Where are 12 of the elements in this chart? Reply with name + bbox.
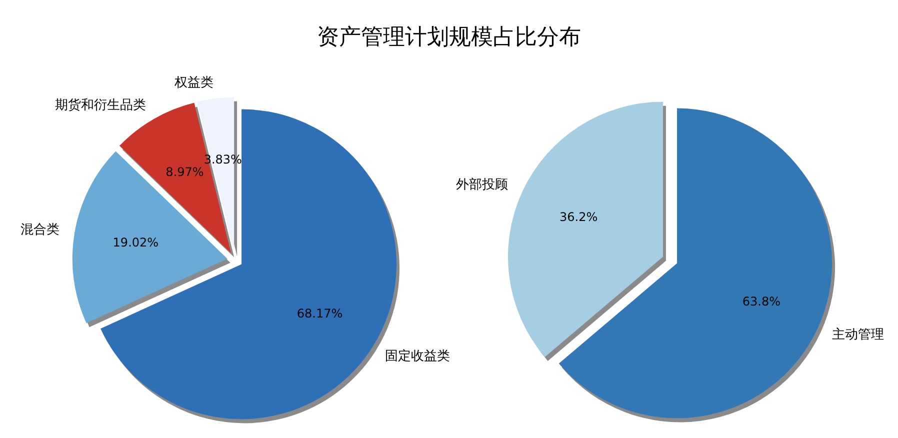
slice-label: 权益类 bbox=[174, 76, 214, 91]
data-label: 19.02% bbox=[112, 235, 159, 250]
slice-label: 混合类 bbox=[20, 222, 60, 238]
chart-title: 资产管理计划规模占比分布 bbox=[317, 25, 581, 50]
data-label: 8.97% bbox=[166, 164, 204, 179]
data-label: 36.2% bbox=[560, 210, 598, 224]
slice-label: 外部投顾 bbox=[456, 178, 508, 193]
slice-label: 主动管理 bbox=[832, 326, 884, 342]
data-label: 63.8% bbox=[742, 294, 780, 309]
slice-label: 固定收益类 bbox=[384, 348, 450, 364]
slice-label: 期货和衍生品类 bbox=[55, 98, 146, 114]
data-label: 68.17% bbox=[296, 306, 343, 321]
